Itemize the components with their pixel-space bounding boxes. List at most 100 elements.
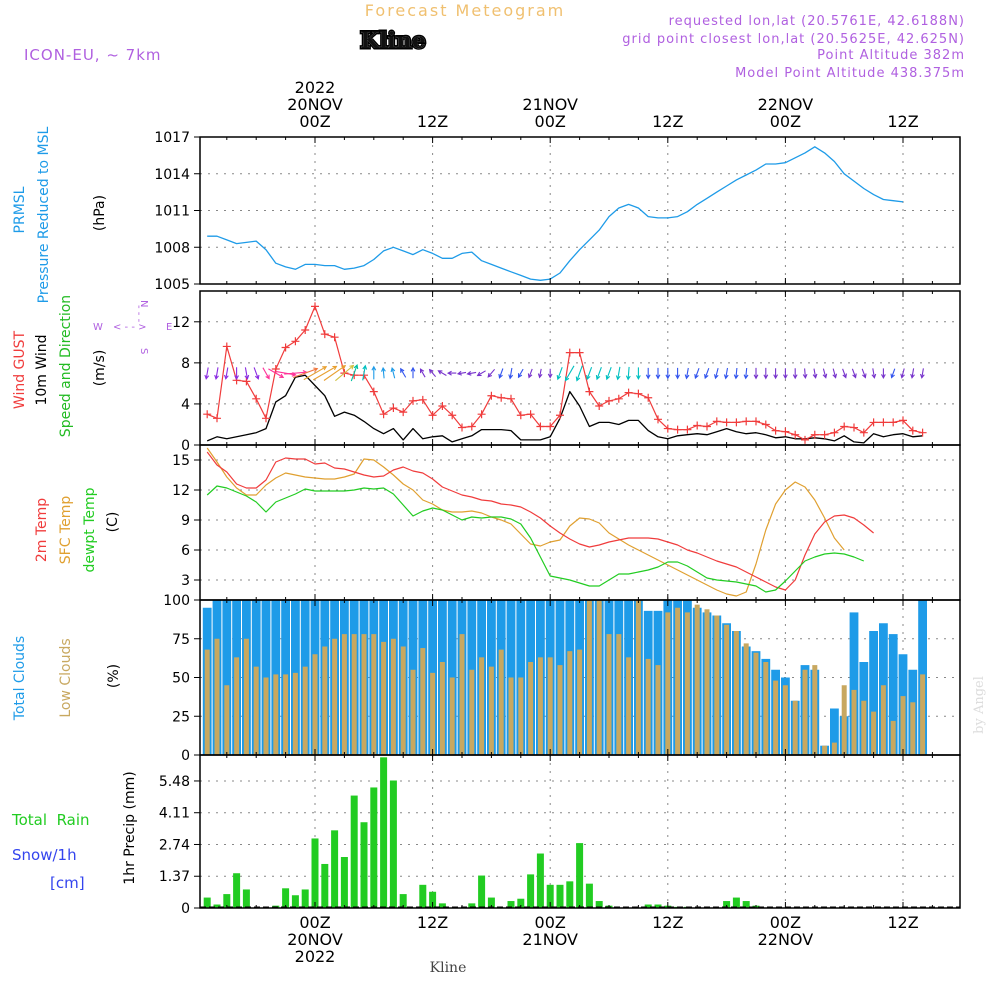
wind-direction-arrow [575, 365, 583, 382]
rain-bar [487, 897, 495, 908]
temp-unit: (C) [105, 512, 121, 533]
wind-direction-arrow [303, 366, 328, 381]
total-clouds-label: Total Clouds [12, 636, 28, 721]
wind-direction-arrow [723, 367, 729, 380]
wind-direction-arrow [832, 368, 838, 379]
low-clouds-bar [910, 702, 916, 755]
wind-direction-arrow [456, 370, 467, 376]
y-tick-label: 12 [172, 315, 190, 331]
low-clouds-bar [488, 666, 494, 755]
y-tick-label: 9 [181, 513, 190, 529]
wind-direction-arrow [244, 367, 250, 381]
gust-point [644, 393, 653, 402]
total-clouds-bar [222, 600, 232, 755]
y-tick-label: 4.11 [159, 806, 190, 822]
wind-direction-arrow [428, 368, 437, 378]
y-tick-label: 1005 [154, 277, 190, 293]
wind-direction-arrow [410, 366, 416, 379]
rain-bar [723, 901, 731, 908]
rain-bar [478, 875, 486, 908]
wind-direction-arrow [323, 365, 347, 381]
wind-direction-arrow [822, 368, 828, 379]
top-time-label: 00Z [535, 112, 566, 131]
low-clouds-bar [802, 669, 808, 755]
low-clouds-bar [655, 665, 661, 755]
gust-point [281, 343, 290, 352]
y-tick-label: 0 [181, 901, 190, 917]
rain-label: Total Rain [11, 811, 90, 829]
pressure-unit: (hPa) [92, 195, 108, 231]
top-time-label: 2022 [295, 78, 336, 97]
gust-point [752, 417, 760, 426]
model-altitude: Model Point Altitude 438.375m [735, 66, 965, 81]
gust-point [320, 330, 329, 339]
wind-direction-arrow [419, 368, 426, 378]
rain-bar [291, 895, 299, 908]
low-clouds-bar [351, 634, 357, 755]
dewpt-label: dewpt Temp [82, 487, 98, 572]
low-clouds-bar [312, 654, 318, 755]
gust-point [732, 418, 741, 427]
low-clouds-bar [714, 615, 720, 755]
rain-bar [644, 904, 652, 908]
gust-point [477, 410, 486, 419]
rain-bar [556, 884, 564, 908]
low-clouds-bar [283, 674, 289, 755]
gust-point [879, 418, 888, 427]
gust-point [918, 428, 927, 437]
gust-point [487, 391, 496, 400]
gust-point [497, 393, 506, 402]
y-tick-label: 12 [172, 483, 190, 499]
wind-direction-arrow [204, 367, 210, 380]
low-clouds-bar [763, 662, 769, 755]
closest-coords: grid point closest lon,lat (20.5625E, 42… [622, 32, 965, 47]
gust-point [614, 394, 623, 403]
model-name: ICON-EU, ~ 7km [24, 46, 162, 64]
low-clouds-bar [861, 700, 867, 755]
wind-direction-arrow [312, 365, 338, 381]
gust-point [654, 415, 662, 424]
gust-point [516, 411, 525, 420]
low-clouds-bar [782, 685, 788, 755]
low-clouds-bar [900, 696, 906, 755]
wind-direction-arrow [214, 367, 219, 381]
low-clouds-bar [459, 634, 465, 755]
y-tick-label: 6 [181, 543, 190, 559]
wind-direction-arrow [655, 367, 661, 380]
gust-point [536, 422, 545, 431]
top-time-label: 21NOV [522, 95, 578, 114]
wind-direction-arrow [783, 368, 788, 380]
y-tick-label: 1011 [154, 204, 190, 220]
low-clouds-bar [665, 612, 671, 755]
y-tick-label: 4 [181, 397, 190, 413]
gust-point [291, 337, 300, 346]
watermark: by Angel [972, 676, 987, 734]
gust-point [820, 430, 829, 439]
compass-n: N [138, 300, 149, 307]
wind-direction-arrow [547, 368, 553, 379]
wind-direction-arrow [371, 365, 377, 380]
low-clouds-bar [381, 641, 387, 755]
wind-direction-arrow [253, 367, 260, 380]
low-clouds-bar [645, 658, 651, 755]
wind-direction-arrow [586, 367, 593, 381]
gust-point [389, 404, 398, 413]
wind-direction-arrow [919, 368, 925, 379]
bottom-time-label: 12Z [652, 913, 683, 932]
low-clouds-bar [733, 631, 739, 755]
rain-bar [429, 891, 437, 908]
wind-direction-arrow [881, 368, 886, 380]
y-tick-label: 8 [181, 356, 190, 372]
plot-layer [200, 146, 960, 908]
low-clouds-bar [449, 677, 455, 755]
top-time-label: 12Z [652, 112, 683, 131]
rain-bar [546, 884, 554, 908]
wind-direction-arrow [595, 367, 602, 381]
wind-label: 10m Wind [34, 334, 50, 405]
wind-direction-arrow [268, 368, 285, 378]
y-tick-label: 1017 [154, 130, 190, 146]
low-clouds-label: Low Clouds [58, 638, 74, 717]
sfc-label: SFC Temp [58, 496, 74, 565]
low-clouds-bar [420, 648, 426, 755]
rain-bar [566, 881, 574, 908]
